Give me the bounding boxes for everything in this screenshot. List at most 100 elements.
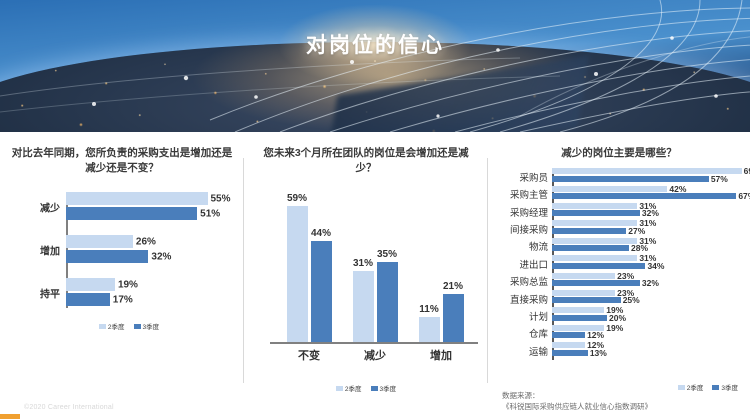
bar-row-q3[interactable]: 51% bbox=[66, 207, 244, 221]
bar-row-q2[interactable]: 19% bbox=[552, 323, 750, 333]
bar-group: 持平 19% 17% bbox=[40, 278, 244, 308]
bar-row-q2[interactable]: 42% bbox=[552, 184, 750, 194]
bar-q2[interactable]: 59% bbox=[286, 193, 308, 343]
bar-q3 bbox=[552, 349, 588, 356]
bar-row-q2[interactable]: 19% bbox=[552, 305, 750, 316]
category-label: 持平 bbox=[40, 289, 60, 301]
bar-q2 bbox=[552, 272, 616, 279]
bar-row-q3[interactable]: 28% bbox=[552, 243, 750, 253]
bar-row-q3[interactable]: 32% bbox=[66, 250, 244, 264]
bar-group: 物流 31% 28% bbox=[529, 236, 750, 255]
category-label: 采购主管 bbox=[509, 190, 548, 202]
charts-row: 对比去年同期，您所负责的采购支出是增加还是减少还是不变？ 减少 55% 51% bbox=[0, 132, 750, 419]
bar-q3 bbox=[552, 245, 630, 252]
bar-q3 bbox=[66, 207, 198, 221]
bar-row-q2[interactable]: 31% bbox=[552, 218, 750, 228]
bar-value-q3: 21% bbox=[442, 281, 464, 292]
bar-row-q2[interactable]: 19% bbox=[66, 278, 244, 292]
category-label: 运输 bbox=[528, 346, 548, 358]
category-label: 增加 bbox=[430, 350, 452, 363]
header-banner: 对岗位的信心 bbox=[0, 0, 750, 132]
panel-1-question: 对比去年同期，您所负责的采购支出是增加还是减少还是不变？ bbox=[11, 147, 233, 175]
bar-row-q3[interactable]: 34% bbox=[552, 260, 750, 271]
bar-q2[interactable]: 31% bbox=[352, 258, 374, 343]
bar-value-q2: 23% bbox=[617, 287, 635, 298]
bar-value-q2: 69% bbox=[743, 166, 750, 177]
bar-q3[interactable]: 21% bbox=[442, 281, 464, 343]
bar-q3 bbox=[552, 297, 621, 304]
category-label: 间接采购 bbox=[509, 225, 548, 237]
bar-row-q3[interactable]: 12% bbox=[552, 330, 750, 341]
bar-group: 31% 35% bbox=[352, 192, 398, 343]
bar-q2 bbox=[552, 324, 605, 331]
panel-purchase-spend: 对比去年同期，您所负责的采购支出是增加还是减少还是不变？ 减少 55% 51% bbox=[0, 132, 244, 419]
legend-label: 3季度 bbox=[379, 386, 397, 394]
bar-group: 进出口 31% 34% bbox=[519, 253, 750, 272]
chart-purchase-spend: 减少 55% 51% 增加 26% bbox=[0, 192, 244, 331]
bar-value-q3: 20% bbox=[609, 312, 627, 323]
bar-row-q2[interactable]: 31% bbox=[552, 236, 750, 246]
bar-row-q3[interactable]: 57% bbox=[552, 174, 750, 184]
bar-q2 bbox=[552, 289, 616, 296]
bar-value-q2: 11% bbox=[419, 304, 439, 316]
bar-row-q2[interactable]: 31% bbox=[552, 201, 750, 211]
bar-group: 59% 44% bbox=[286, 192, 332, 343]
bar-q3[interactable]: 44% bbox=[310, 228, 332, 343]
legend-item-q3[interactable]: 3季度 bbox=[370, 383, 397, 394]
category-label: 物流 bbox=[528, 242, 548, 254]
bar-q2 bbox=[552, 203, 638, 209]
bar-q3 bbox=[552, 175, 709, 182]
bar-row-q3[interactable]: 27% bbox=[552, 226, 750, 236]
bar-row-q3[interactable]: 67% bbox=[552, 191, 750, 201]
bar-row-q3[interactable]: 13% bbox=[552, 348, 750, 358]
bar-q3 bbox=[552, 193, 737, 199]
legend-item-q3[interactable]: 3季度 bbox=[133, 321, 160, 332]
bar-value-q3: 17% bbox=[112, 294, 133, 306]
legend-item-q2[interactable]: 2季度 bbox=[98, 321, 125, 331]
bar-row-q2[interactable]: 23% bbox=[552, 287, 750, 298]
legend-item-q2[interactable]: 2季度 bbox=[335, 383, 362, 394]
category-label: 进出口 bbox=[519, 259, 548, 271]
legend-item-q2[interactable]: 2季度 bbox=[677, 382, 703, 392]
bar-row-q3[interactable]: 32% bbox=[552, 208, 750, 219]
bar-value-q3: 51% bbox=[200, 208, 221, 220]
bar-row-q2[interactable]: 23% bbox=[552, 271, 750, 281]
bar-row-q2[interactable]: 26% bbox=[66, 235, 244, 249]
accent-bar bbox=[0, 414, 20, 419]
network-arcs-graphic bbox=[0, 0, 750, 132]
bar-value-q2: 19% bbox=[606, 305, 624, 316]
bar-row-q2[interactable]: 31% bbox=[552, 253, 750, 263]
legend-swatch-icon bbox=[98, 323, 106, 329]
legend-item-q3[interactable]: 3季度 bbox=[712, 382, 738, 392]
bar-value-q3: 34% bbox=[647, 260, 665, 271]
bar-row-q3[interactable]: 20% bbox=[552, 312, 750, 323]
bar-row-q2[interactable]: 55% bbox=[66, 192, 244, 206]
bar-row-q2[interactable]: 69% bbox=[552, 166, 750, 177]
bar-row-q2[interactable]: 12% bbox=[552, 340, 750, 350]
legend-label: 3季度 bbox=[142, 324, 160, 332]
bar-q3[interactable]: 35% bbox=[376, 249, 398, 343]
bar-value-q3: 12% bbox=[587, 330, 605, 341]
chart-legend: 2季度 3季度 bbox=[244, 383, 488, 393]
chart-reduced-roles: 采购员 69% 57% 采购主管 42% bbox=[488, 166, 750, 360]
panel-reduced-roles: 减少的岗位主要是哪些？ 采购员 69% 57% 采购主管 bbox=[488, 132, 750, 419]
category-label: 直接采购 bbox=[509, 294, 548, 306]
legend-swatch-icon bbox=[712, 384, 720, 390]
page-title: 对岗位的信心 bbox=[306, 34, 444, 57]
bar-q3 bbox=[552, 279, 640, 286]
bar-group: 采购总监 23% 32% bbox=[510, 271, 750, 290]
legend-label: 3季度 bbox=[721, 385, 738, 392]
bar-q2[interactable]: 11% bbox=[418, 304, 440, 343]
bar-row-q3[interactable]: 25% bbox=[552, 295, 750, 305]
legend-label: 2季度 bbox=[344, 386, 362, 394]
bar-q2 bbox=[66, 278, 115, 292]
bar-group: 减少 55% 51% bbox=[40, 192, 244, 222]
bar-group: 11% 21% bbox=[418, 192, 464, 343]
bar-value-q3: 32% bbox=[641, 208, 659, 219]
bar-q2 bbox=[66, 235, 133, 249]
bar-row-q3[interactable]: 32% bbox=[552, 278, 750, 288]
bar-q3 bbox=[552, 227, 627, 234]
category-label: 计划 bbox=[528, 312, 548, 324]
bar-value-q2: 31% bbox=[352, 257, 374, 269]
bar-row-q3[interactable]: 17% bbox=[66, 293, 244, 307]
